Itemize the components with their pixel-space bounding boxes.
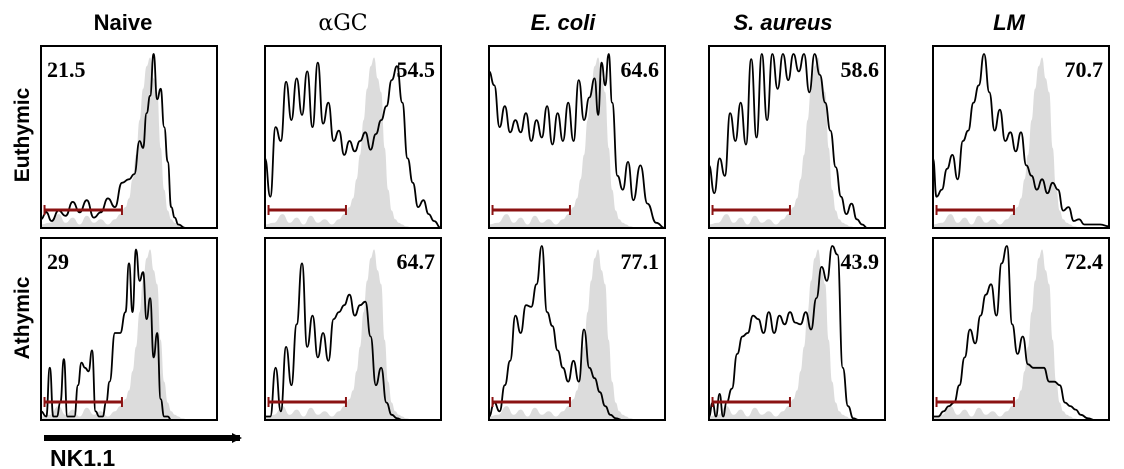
panel-euthymic-naive: 21.5 xyxy=(40,45,218,229)
panel-frame-euthymic-naive xyxy=(40,45,218,229)
gate-percentage-athymic-lm: 72.4 xyxy=(1065,249,1104,274)
gate-marker-euthymic-agc xyxy=(267,205,347,215)
gate-marker-euthymic-naive xyxy=(43,205,123,215)
panel-athymic-naive: 29 xyxy=(40,237,218,421)
sample-histogram-euthymic-naive xyxy=(41,53,217,228)
gate-percentage-athymic-e-coli: 77.1 xyxy=(621,249,660,274)
reference-histogram-athymic-s-aureus xyxy=(709,249,885,420)
panel-athymic-agc: 64.7 xyxy=(264,237,442,421)
gate-percentage-athymic-s-aureus: 43.9 xyxy=(841,249,880,274)
reference-histogram-athymic-agc xyxy=(265,249,441,420)
gate-percentage-euthymic-naive: 21.5 xyxy=(47,57,86,82)
reference-histogram-euthymic-lm xyxy=(933,57,1109,228)
column-title-naive: Naive xyxy=(94,10,153,35)
column-title-agc: αGC xyxy=(318,11,367,36)
reference-histogram-athymic-naive xyxy=(41,249,217,420)
gate-percentage-euthymic-e-coli: 64.6 xyxy=(621,57,660,82)
panel-frame-athymic-agc xyxy=(264,237,442,421)
reference-histogram-athymic-lm xyxy=(933,249,1109,420)
sample-histogram-athymic-agc xyxy=(265,262,441,420)
gate-marker-athymic-e-coli xyxy=(491,397,571,407)
gate-marker-athymic-agc xyxy=(267,397,347,407)
panel-frame-euthymic-s-aureus xyxy=(708,45,886,229)
panel-frame-euthymic-lm xyxy=(932,45,1110,229)
gate-marker-euthymic-e-coli xyxy=(491,205,571,215)
reference-histogram-euthymic-e-coli xyxy=(489,57,665,228)
panel-athymic-lm: 72.4 xyxy=(932,237,1110,421)
sample-histogram-athymic-s-aureus xyxy=(709,245,885,420)
panel-frame-athymic-naive xyxy=(40,237,218,421)
panel-euthymic-lm: 70.7 xyxy=(932,45,1110,229)
histogram-panels: 21.5 54.5 64.6 58.6 70.7 29 64.7 77.1 43.9 72.4 xyxy=(40,45,1110,421)
reference-histogram-euthymic-naive xyxy=(41,57,217,228)
gate-marker-euthymic-lm xyxy=(935,205,1015,215)
panel-frame-euthymic-e-coli xyxy=(488,45,666,229)
gate-marker-athymic-s-aureus xyxy=(711,397,791,407)
gate-marker-athymic-lm xyxy=(935,397,1015,407)
panel-frame-athymic-e-coli xyxy=(488,237,666,421)
sample-histogram-euthymic-s-aureus xyxy=(709,53,885,228)
reference-histogram-athymic-e-coli xyxy=(489,249,665,420)
panel-euthymic-e-coli: 64.6 xyxy=(488,45,666,229)
gate-percentage-athymic-naive: 29 xyxy=(47,249,69,274)
gate-marker-athymic-naive xyxy=(43,397,123,407)
column-title-s-aureus: S. aureus xyxy=(733,10,832,35)
panel-frame-athymic-lm xyxy=(932,237,1110,421)
panel-frame-athymic-s-aureus xyxy=(708,237,886,421)
column-title-lm: LM xyxy=(993,10,1025,35)
reference-histogram-euthymic-agc xyxy=(265,57,441,228)
x-axis-label: NK1.1 xyxy=(50,445,115,469)
row-label-euthymic: Euthymic xyxy=(11,87,34,182)
sample-histogram-athymic-naive xyxy=(41,248,217,420)
panel-frame-euthymic-agc xyxy=(264,45,442,229)
gate-marker-euthymic-s-aureus xyxy=(711,205,791,215)
gate-percentage-euthymic-s-aureus: 58.6 xyxy=(841,57,880,82)
row-label-athymic: Athymic xyxy=(11,276,34,359)
sample-histogram-athymic-e-coli xyxy=(489,245,665,420)
gate-percentage-athymic-agc: 64.7 xyxy=(397,249,436,274)
reference-histogram-euthymic-s-aureus xyxy=(709,57,885,228)
sample-histogram-athymic-lm xyxy=(933,245,1109,420)
panel-athymic-s-aureus: 43.9 xyxy=(708,237,886,421)
panel-athymic-e-coli: 77.1 xyxy=(488,237,666,421)
sample-histogram-euthymic-e-coli xyxy=(489,53,665,228)
gate-percentage-euthymic-lm: 70.7 xyxy=(1065,57,1104,82)
panel-euthymic-s-aureus: 58.6 xyxy=(708,45,886,229)
gate-percentage-euthymic-agc: 54.5 xyxy=(397,57,436,82)
sample-histogram-euthymic-lm xyxy=(933,53,1109,228)
panel-euthymic-agc: 54.5 xyxy=(264,45,442,229)
column-title-e-coli: E. coli xyxy=(531,10,597,35)
sample-histogram-euthymic-agc xyxy=(265,61,441,228)
